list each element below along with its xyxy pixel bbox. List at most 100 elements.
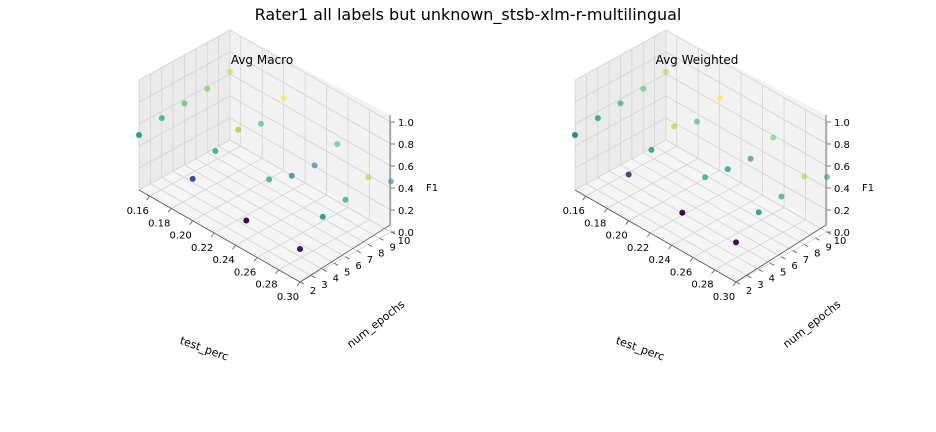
y-tick-label: 3 xyxy=(757,280,763,291)
y-tick xyxy=(804,244,809,247)
y-tick-label: 7 xyxy=(803,255,809,266)
scatter-point xyxy=(770,134,777,141)
x-tick xyxy=(625,220,629,225)
x-tick xyxy=(646,232,651,238)
z-tick-label: 0.0 xyxy=(398,228,414,239)
scatter-point xyxy=(625,171,632,178)
scatter-point xyxy=(702,174,709,181)
x-tick xyxy=(189,220,193,225)
panel-title: Avg Macro xyxy=(231,53,293,67)
x-tick xyxy=(732,281,737,287)
scatter-point xyxy=(733,239,739,246)
z-axis-label: F1 xyxy=(426,183,438,194)
y-axis-label: num_epochs xyxy=(345,298,408,351)
x-tick-label: 0.26 xyxy=(670,267,692,278)
x-tick-label: 0.16 xyxy=(563,206,585,217)
y-tick xyxy=(747,275,752,279)
z-tick-label: 0.6 xyxy=(834,162,850,173)
grid-z xyxy=(138,95,392,189)
scatter-point xyxy=(136,132,142,138)
x-tick-label: 0.20 xyxy=(170,231,192,242)
x-tick-label: 0.22 xyxy=(627,243,649,254)
y-tick-label: 7 xyxy=(367,255,373,266)
z-tick-label: 1.0 xyxy=(834,118,850,129)
x-tick xyxy=(603,208,608,213)
scatter-point xyxy=(365,174,372,181)
scatter-point xyxy=(755,209,762,216)
y-tick-label: 4 xyxy=(769,274,775,285)
y-tick-label: 2 xyxy=(746,286,752,297)
panel-title: Avg Weighted xyxy=(656,53,739,67)
y-tick xyxy=(333,262,339,266)
y-tick xyxy=(368,244,373,247)
x-tick-label: 0.20 xyxy=(606,231,628,242)
y-tick-label: 2 xyxy=(310,286,316,297)
x-tick xyxy=(582,195,587,201)
scatter-point xyxy=(724,166,731,173)
scatter-point xyxy=(679,209,686,216)
scatter-point xyxy=(189,175,196,182)
scatter-point xyxy=(824,174,830,180)
y-tick-label: 3 xyxy=(321,280,327,291)
y-tick-label: 8 xyxy=(814,249,820,260)
x-tick xyxy=(296,281,301,287)
scatter-point xyxy=(319,213,326,220)
y-tick-label: 9 xyxy=(389,242,395,253)
x-tick-label: 0.18 xyxy=(584,218,606,229)
x-tick-label: 0.30 xyxy=(277,292,299,303)
scatter-point xyxy=(663,68,669,75)
z-tick-label: 0.4 xyxy=(398,184,414,195)
y-tick-label: 5 xyxy=(780,267,786,278)
z-tick-label: 0.2 xyxy=(834,206,850,217)
x-tick xyxy=(210,232,215,238)
scatter-point xyxy=(334,141,341,148)
scatter-point xyxy=(617,100,624,107)
x-tick xyxy=(689,257,694,262)
axes-3d-1: 0.160.180.200.220.240.26 0.280.30 23456789… xyxy=(127,29,438,363)
y-axis-line xyxy=(299,224,391,283)
pane-back xyxy=(230,30,390,225)
scatter-point xyxy=(227,68,233,75)
y-tick-label: 8 xyxy=(378,249,384,260)
x-tick xyxy=(275,269,279,274)
scatter-point xyxy=(297,246,303,252)
axes-3d-2: 0.160.180.200.220.240.26 0.280.30 23456789… xyxy=(563,29,874,364)
y-tick xyxy=(322,269,327,272)
grid-z xyxy=(574,95,828,189)
scatter-point xyxy=(311,162,318,169)
x-tick xyxy=(167,208,172,213)
scatter-point xyxy=(572,132,578,138)
x-tick-label: 0.16 xyxy=(127,206,149,217)
z-tick-label: 0.2 xyxy=(398,206,414,217)
x-tick-label: 0.22 xyxy=(191,243,213,254)
x-tick xyxy=(253,257,258,262)
z-tick-label: 0.6 xyxy=(398,162,414,173)
y-tick xyxy=(311,275,316,279)
y-tick xyxy=(735,281,741,285)
scatter-point xyxy=(594,115,601,122)
x-axis-label: test_perc xyxy=(614,334,666,364)
y-tick xyxy=(781,256,786,260)
x-tick xyxy=(668,244,672,250)
scatter-point xyxy=(778,193,785,200)
grid-z xyxy=(574,29,828,123)
grid-z xyxy=(574,51,828,145)
z-axis-label: F1 xyxy=(862,183,874,194)
scatter-point xyxy=(257,120,264,127)
scatter-point xyxy=(181,100,188,107)
y-tick xyxy=(769,262,775,266)
x-axis-line xyxy=(138,189,301,283)
z-tick-label: 1.0 xyxy=(398,118,414,129)
y-tick-label: 10 xyxy=(398,236,411,247)
y-tick-label: 10 xyxy=(834,236,847,247)
y-tick xyxy=(758,269,763,272)
y-tick xyxy=(356,250,362,254)
y-tick-label: 4 xyxy=(333,274,339,285)
scatter-point xyxy=(716,95,723,102)
grid-z xyxy=(138,139,392,233)
y-tick-label: 9 xyxy=(825,242,831,253)
z-tick-label: 0.8 xyxy=(398,140,414,151)
scatter-point xyxy=(342,196,349,203)
scatter-point xyxy=(243,217,250,224)
scatter-point xyxy=(158,115,165,122)
